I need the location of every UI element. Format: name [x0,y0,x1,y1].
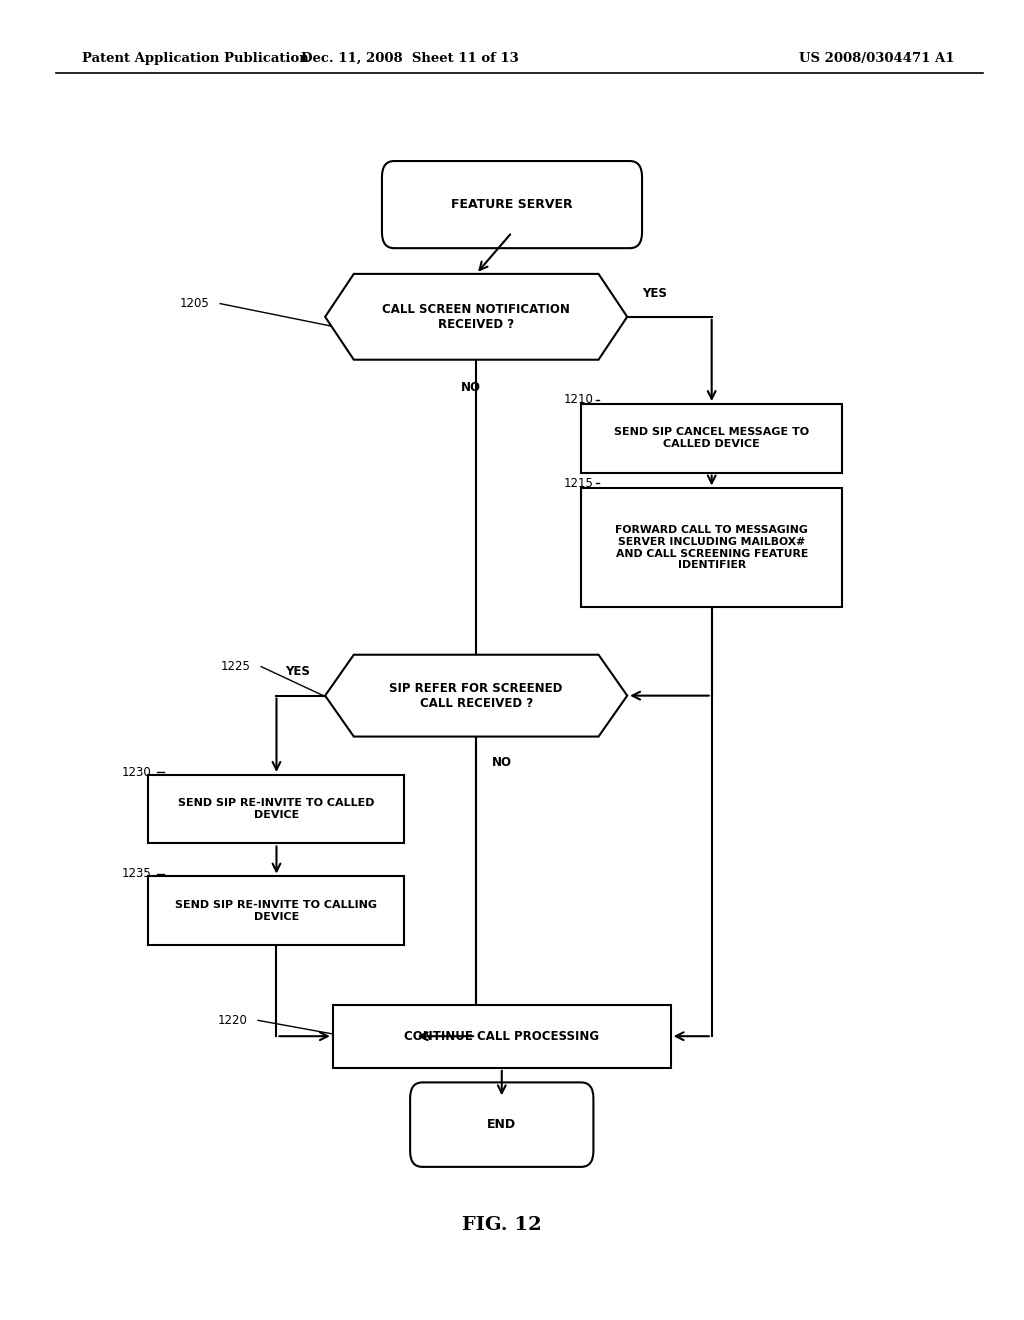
Text: 1205: 1205 [180,297,210,310]
Text: US 2008/0304471 A1: US 2008/0304471 A1 [799,51,954,65]
Polygon shape [326,275,627,359]
Text: FORWARD CALL TO MESSAGING
SERVER INCLUDING MAILBOX#
AND CALL SCREENING FEATURE
I: FORWARD CALL TO MESSAGING SERVER INCLUDI… [615,525,808,570]
Text: 1225: 1225 [221,660,251,673]
Polygon shape [326,655,627,737]
Bar [148,876,404,945]
Bar [581,488,842,607]
Text: Dec. 11, 2008  Sheet 11 of 13: Dec. 11, 2008 Sheet 11 of 13 [301,51,518,65]
Text: END: END [487,1118,516,1131]
FancyBboxPatch shape [410,1082,593,1167]
Bar [581,404,842,473]
Text: 1235: 1235 [122,867,152,880]
Text: CALL SCREEN NOTIFICATION
RECEIVED ?: CALL SCREEN NOTIFICATION RECEIVED ? [382,302,570,331]
Text: NO: NO [461,380,481,393]
Text: CONTINUE CALL PROCESSING: CONTINUE CALL PROCESSING [404,1030,599,1043]
FancyBboxPatch shape [382,161,642,248]
Text: 1220: 1220 [218,1014,248,1027]
Text: SEND SIP RE-INVITE TO CALLED
DEVICE: SEND SIP RE-INVITE TO CALLED DEVICE [178,799,375,820]
Bar [333,1005,671,1068]
Text: SEND SIP CANCEL MESSAGE TO
CALLED DEVICE: SEND SIP CANCEL MESSAGE TO CALLED DEVICE [614,428,809,449]
Text: NO: NO [492,756,512,770]
Text: YES: YES [285,665,309,678]
Text: SIP REFER FOR SCREENED
CALL RECEIVED ?: SIP REFER FOR SCREENED CALL RECEIVED ? [389,681,563,710]
Bar [148,775,404,843]
Text: FIG. 12: FIG. 12 [462,1216,542,1234]
Text: YES: YES [643,286,668,300]
Text: SEND SIP RE-INVITE TO CALLING
DEVICE: SEND SIP RE-INVITE TO CALLING DEVICE [175,900,378,921]
Text: Patent Application Publication: Patent Application Publication [82,51,308,65]
Text: FEATURE SERVER: FEATURE SERVER [452,198,572,211]
Text: 1210: 1210 [564,393,594,407]
Text: 1230: 1230 [122,766,152,779]
Text: 1215: 1215 [564,477,594,490]
